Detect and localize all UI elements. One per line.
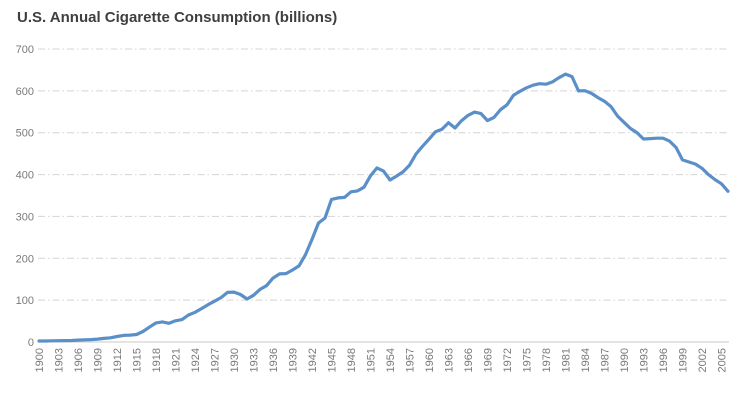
y-tick-label: 700 xyxy=(16,44,34,56)
y-tick-label: 600 xyxy=(16,86,34,98)
x-tick-label: 1972 xyxy=(502,348,514,372)
x-tick-label: 1969 xyxy=(483,348,495,372)
chart-title: U.S. Annual Cigarette Consumption (billi… xyxy=(17,9,338,26)
x-tick-label: 1942 xyxy=(307,348,319,372)
x-tick-label: 1927 xyxy=(210,348,222,372)
y-tick-label: 0 xyxy=(28,337,34,349)
gridlines-group xyxy=(38,48,729,301)
x-tick-label: 2002 xyxy=(697,348,709,372)
x-tick-label: 1936 xyxy=(268,348,280,372)
consumption-line xyxy=(37,72,730,343)
x-tick-label: 1933 xyxy=(249,348,261,372)
y-tick-label: 500 xyxy=(16,128,34,140)
y-tick-label: 100 xyxy=(16,295,34,307)
x-tick-label: 1915 xyxy=(132,348,144,372)
x-tick-label: 1999 xyxy=(678,348,690,372)
y-tick-label: 300 xyxy=(16,211,34,223)
x-tick-label: 1975 xyxy=(522,348,534,372)
x-tick-label: 1912 xyxy=(112,348,124,372)
series-group xyxy=(37,72,730,343)
x-tick-label: 1945 xyxy=(327,348,339,372)
x-tick-label: 1930 xyxy=(229,348,241,372)
y-tick-label: 400 xyxy=(16,170,34,182)
x-tick-label: 1906 xyxy=(73,348,85,372)
x-tick-label: 1924 xyxy=(190,348,202,372)
x-tick-label: 1978 xyxy=(541,348,553,372)
y-tick-label: 200 xyxy=(16,253,34,265)
x-tick-label: 1990 xyxy=(619,348,631,372)
x-tick-label: 1957 xyxy=(405,348,417,372)
x-tick-label: 1900 xyxy=(34,348,46,372)
x-tick-label: 1921 xyxy=(171,348,183,372)
x-tick-label: 1954 xyxy=(385,348,397,372)
x-tick-label: 1948 xyxy=(346,348,358,372)
x-tick-label: 1996 xyxy=(658,348,670,372)
x-tick-label: 1963 xyxy=(444,348,456,372)
x-tick-label: 1993 xyxy=(639,348,651,372)
x-tick-label: 1960 xyxy=(424,348,436,372)
x-tick-label: 1951 xyxy=(366,348,378,372)
x-tick-label: 1966 xyxy=(463,348,475,372)
x-tick-label: 1987 xyxy=(600,348,612,372)
tick-labels-group: 0 100 200 300 400 500 600 700 1900 1903 1906 1909 19… xyxy=(16,44,729,372)
x-tick-label: 1909 xyxy=(93,348,105,372)
x-tick-label: 2005 xyxy=(717,348,729,372)
x-tick-label: 1903 xyxy=(54,348,66,372)
x-tick-label: 1984 xyxy=(580,348,592,372)
x-tick-label: 1918 xyxy=(151,348,163,372)
x-tick-label: 1981 xyxy=(561,348,573,372)
x-tick-label: 1939 xyxy=(288,348,300,372)
